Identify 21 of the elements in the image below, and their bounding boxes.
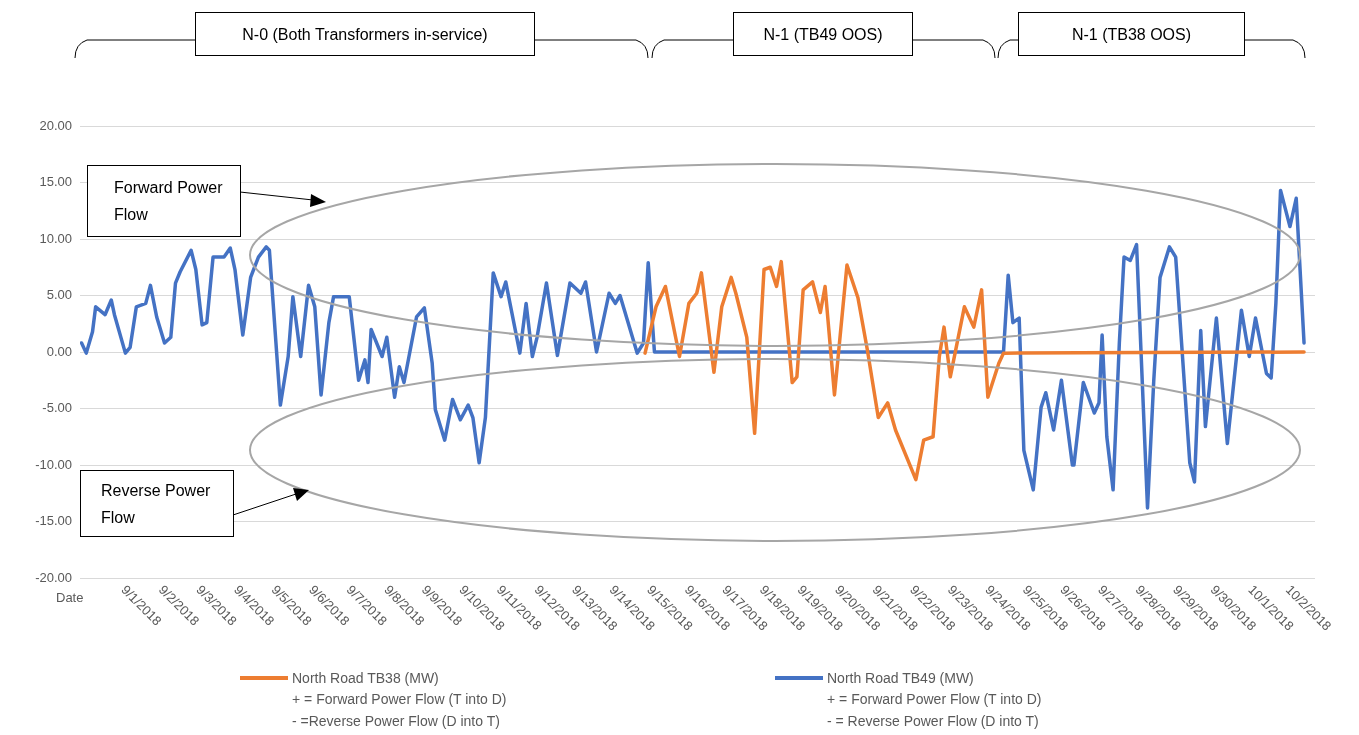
y-tick-label: 10.00 (39, 230, 72, 246)
y-tick-label: -5.00 (42, 400, 72, 416)
legend-label: North Road TB49 (MW) (827, 670, 974, 686)
text: + = Forward Power Flow (T into D) (292, 690, 507, 709)
text: - =Reverse Power Flow (D into T) (292, 712, 501, 731)
y-tick-label: -10.00 (35, 456, 72, 472)
text: N-1 (TB49 OOS) (733, 12, 913, 56)
y-tick-label: 5.00 (46, 287, 72, 303)
annotation: Reverse Power Flow (80, 470, 234, 537)
annotation: Forward Power Flow (87, 165, 241, 237)
y-tick-label: -15.00 (35, 513, 72, 529)
text: N-1 (TB38 OOS) (1018, 12, 1245, 56)
text: + = Forward Power Flow (T into D) (827, 690, 1042, 709)
text: - = Reverse Power Flow (D into T) (827, 712, 1040, 731)
text: N-0 (Both Transformers in-service) (195, 12, 535, 56)
legend-label: North Road TB38 (MW) (292, 670, 439, 686)
y-tick-label: 0.00 (46, 343, 72, 359)
y-tick-label: 20.00 (39, 117, 72, 133)
x-axis-title: Date (56, 589, 84, 605)
y-tick-label: -20.00 (35, 569, 72, 585)
y-tick-label: 15.00 (39, 174, 72, 190)
